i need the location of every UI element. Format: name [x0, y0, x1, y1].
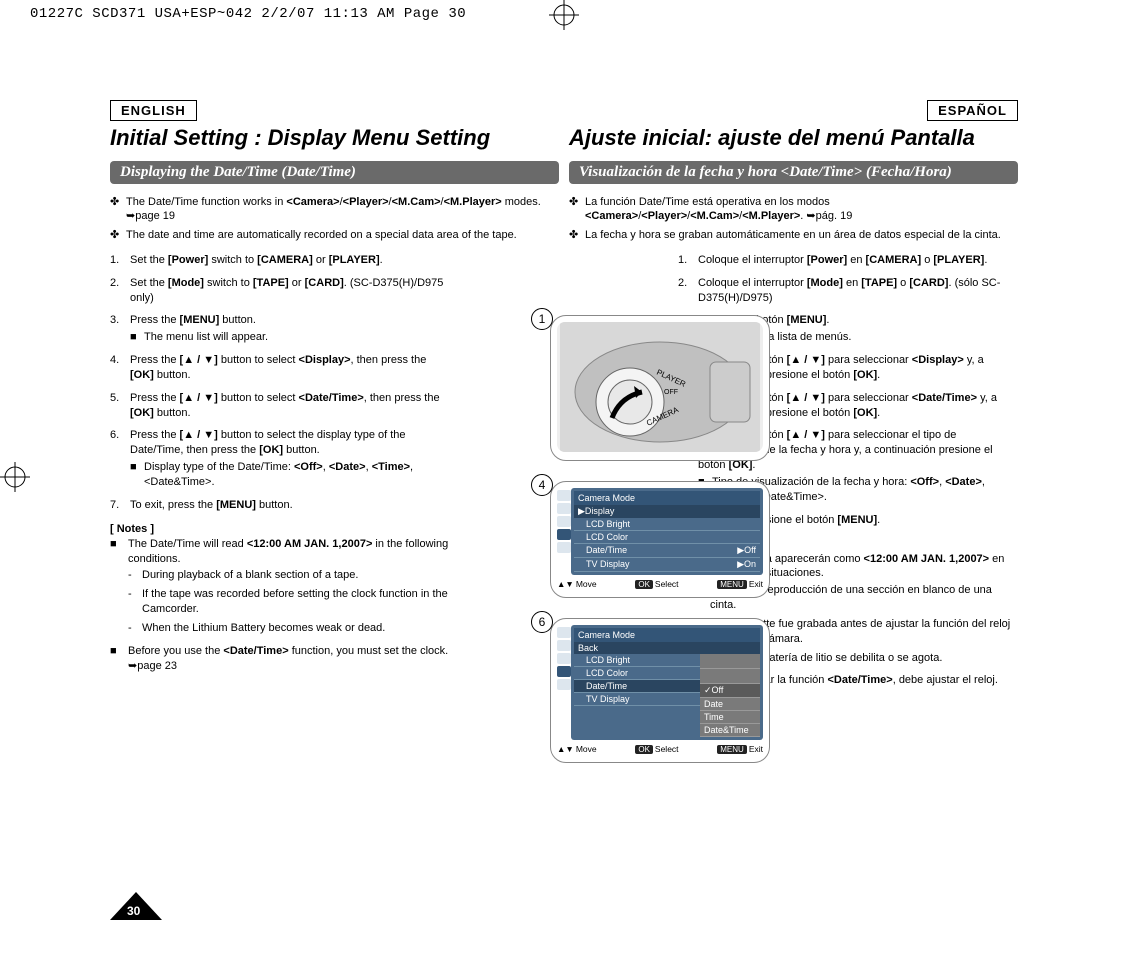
- intro-bullets-en: ✤The Date/Time function works in <Camera…: [110, 195, 559, 242]
- figure-1: 1 PLAYER OFF CAMERA: [550, 315, 770, 461]
- bullet-text: The Date/Time function works in <Camera>…: [126, 195, 559, 224]
- step-text: Press the [MENU] button.: [130, 314, 256, 326]
- note-text: The Date/Time will read <12:00 AM JAN. 1…: [128, 538, 448, 565]
- step-text: Set the [Mode] switch to [TAPE] or [CARD…: [130, 276, 450, 306]
- bullet-text: La función Date/Time está operativa en l…: [585, 195, 1018, 224]
- menu-title: Camera Mode: [574, 491, 760, 505]
- menu-item: LCD Color: [574, 667, 700, 680]
- print-header: 01227C SCD371 USA+ESP~042 2/2/07 11:13 A…: [30, 6, 466, 22]
- display-icon: [557, 666, 571, 677]
- updown-icon: ▲▼: [557, 579, 574, 589]
- figure-number-6: 6: [531, 611, 553, 633]
- note-sub: During playback of a blank section of a …: [142, 568, 358, 583]
- figure-6: 6 Camera Mode Back LCD: [550, 618, 770, 763]
- note-sub: When the Lithium Battery becomes weak or…: [142, 621, 385, 636]
- bullet-text: The date and time are automatically reco…: [126, 228, 517, 242]
- title-spanish: Ajuste inicial: ajuste del menú Pantalla: [569, 125, 1018, 151]
- cam-icon: [557, 490, 571, 501]
- menu-item: Date/Time▶Off: [574, 544, 760, 558]
- menu-back: Back: [574, 642, 760, 654]
- crop-mark-left: [0, 462, 30, 492]
- step-text: Set the [Power] switch to [CAMERA] or [P…: [130, 253, 383, 268]
- lang-badge-english: ENGLISH: [110, 100, 197, 121]
- step-text: To exit, press the [MENU] button.: [130, 498, 293, 513]
- menu-key: MENU: [717, 745, 747, 754]
- menu-item: LCD Bright: [574, 518, 760, 531]
- menu-key: MENU: [717, 580, 747, 589]
- display-icon: [557, 529, 571, 540]
- substep-text: Display type of the Date/Time: <Off>, <D…: [144, 460, 450, 490]
- substep-text: The menu list will appear.: [144, 330, 268, 345]
- menu-category-icons: [557, 625, 571, 740]
- menu-item: TV Display▶On: [574, 558, 760, 572]
- menu-item: LCD Bright: [574, 654, 700, 667]
- menu-current: ▶Display: [574, 505, 760, 518]
- step-text: Coloque el interruptor [Mode] en [TAPE] …: [698, 276, 1018, 306]
- option-datetime: Date&Time: [700, 724, 760, 737]
- step-text: Press the [▲ / ▼] button to select <Date…: [130, 391, 450, 421]
- figure-number-1: 1: [531, 308, 553, 330]
- option-date: Date: [700, 698, 760, 711]
- tape-icon: [557, 653, 571, 664]
- note-sub: If the tape was recorded before setting …: [142, 587, 450, 617]
- updown-icon: ▲▼: [557, 744, 574, 754]
- menu-title: Camera Mode: [574, 628, 760, 642]
- camera-illustration: PLAYER OFF CAMERA: [557, 322, 763, 452]
- ok-key: OK: [635, 580, 653, 589]
- manual-page: 01227C SCD371 USA+ESP~042 2/2/07 11:13 A…: [0, 0, 1128, 954]
- page-number: 30: [127, 904, 140, 918]
- step-text: Press the [▲ / ▼] button to select the d…: [130, 429, 406, 456]
- figure-column: 1 PLAYER OFF CAMERA: [550, 315, 770, 783]
- options-column: ✓Off Date Time Date&Time: [700, 654, 760, 737]
- column-english: ENGLISH Initial Setting : Display Menu S…: [110, 100, 559, 707]
- option-time: Time: [700, 711, 760, 724]
- menu-footer: ▲▼Move OKSelect MENUExit: [557, 744, 763, 754]
- menu-category-icons: [557, 488, 571, 575]
- section-bar-english: Displaying the Date/Time (Date/Time): [110, 161, 559, 184]
- osd-menu-6: Camera Mode Back LCD Bright LCD Color Da…: [571, 625, 763, 740]
- menu-item-selected: Date/Time: [574, 680, 700, 693]
- rec-icon: [557, 640, 571, 651]
- lang-badge-spanish: ESPAÑOL: [927, 100, 1018, 121]
- title-english: Initial Setting : Display Menu Setting: [110, 125, 559, 151]
- intro-bullets-es: ✤La función Date/Time está operativa en …: [569, 195, 1018, 242]
- rec-icon: [557, 503, 571, 514]
- osd-menu-4: Camera Mode ▶Display LCD Bright LCD Colo…: [571, 488, 763, 575]
- ok-key: OK: [635, 745, 653, 754]
- notes-en: [ Notes ] ■The Date/Time will read <12:0…: [110, 523, 450, 674]
- figure-number-4: 4: [531, 474, 553, 496]
- steps-en: 1.Set the [Power] switch to [CAMERA] or …: [110, 253, 450, 513]
- bullet-text: La fecha y hora se graban automáticament…: [585, 228, 1001, 242]
- dial-off-label: OFF: [664, 389, 678, 396]
- tape-icon: [557, 516, 571, 527]
- menu-item: LCD Color: [574, 531, 760, 544]
- menu-item: TV Display: [574, 693, 700, 706]
- crop-mark-top: [549, 0, 579, 30]
- memory-icon: [557, 679, 571, 690]
- section-bar-spanish: Visualización de la fecha y hora <Date/T…: [569, 161, 1018, 184]
- memory-icon: [557, 542, 571, 553]
- step-text: Press the [▲ / ▼] button to select <Disp…: [130, 353, 450, 383]
- note-text: Before you use the <Date/Time> function,…: [128, 644, 450, 674]
- option-off: ✓Off: [700, 684, 760, 698]
- menu-value: ▶On: [737, 559, 756, 570]
- menu-value: ▶Off: [737, 545, 756, 556]
- step-text: Coloque el interruptor [Power] en [CAMER…: [698, 253, 987, 268]
- notes-title-en: [ Notes ]: [110, 523, 450, 535]
- cam-icon: [557, 627, 571, 638]
- menu-footer: ▲▼Move OKSelect MENUExit: [557, 579, 763, 589]
- figure-4: 4 Camera Mode ▶Display LCD Bright LCD Co…: [550, 481, 770, 598]
